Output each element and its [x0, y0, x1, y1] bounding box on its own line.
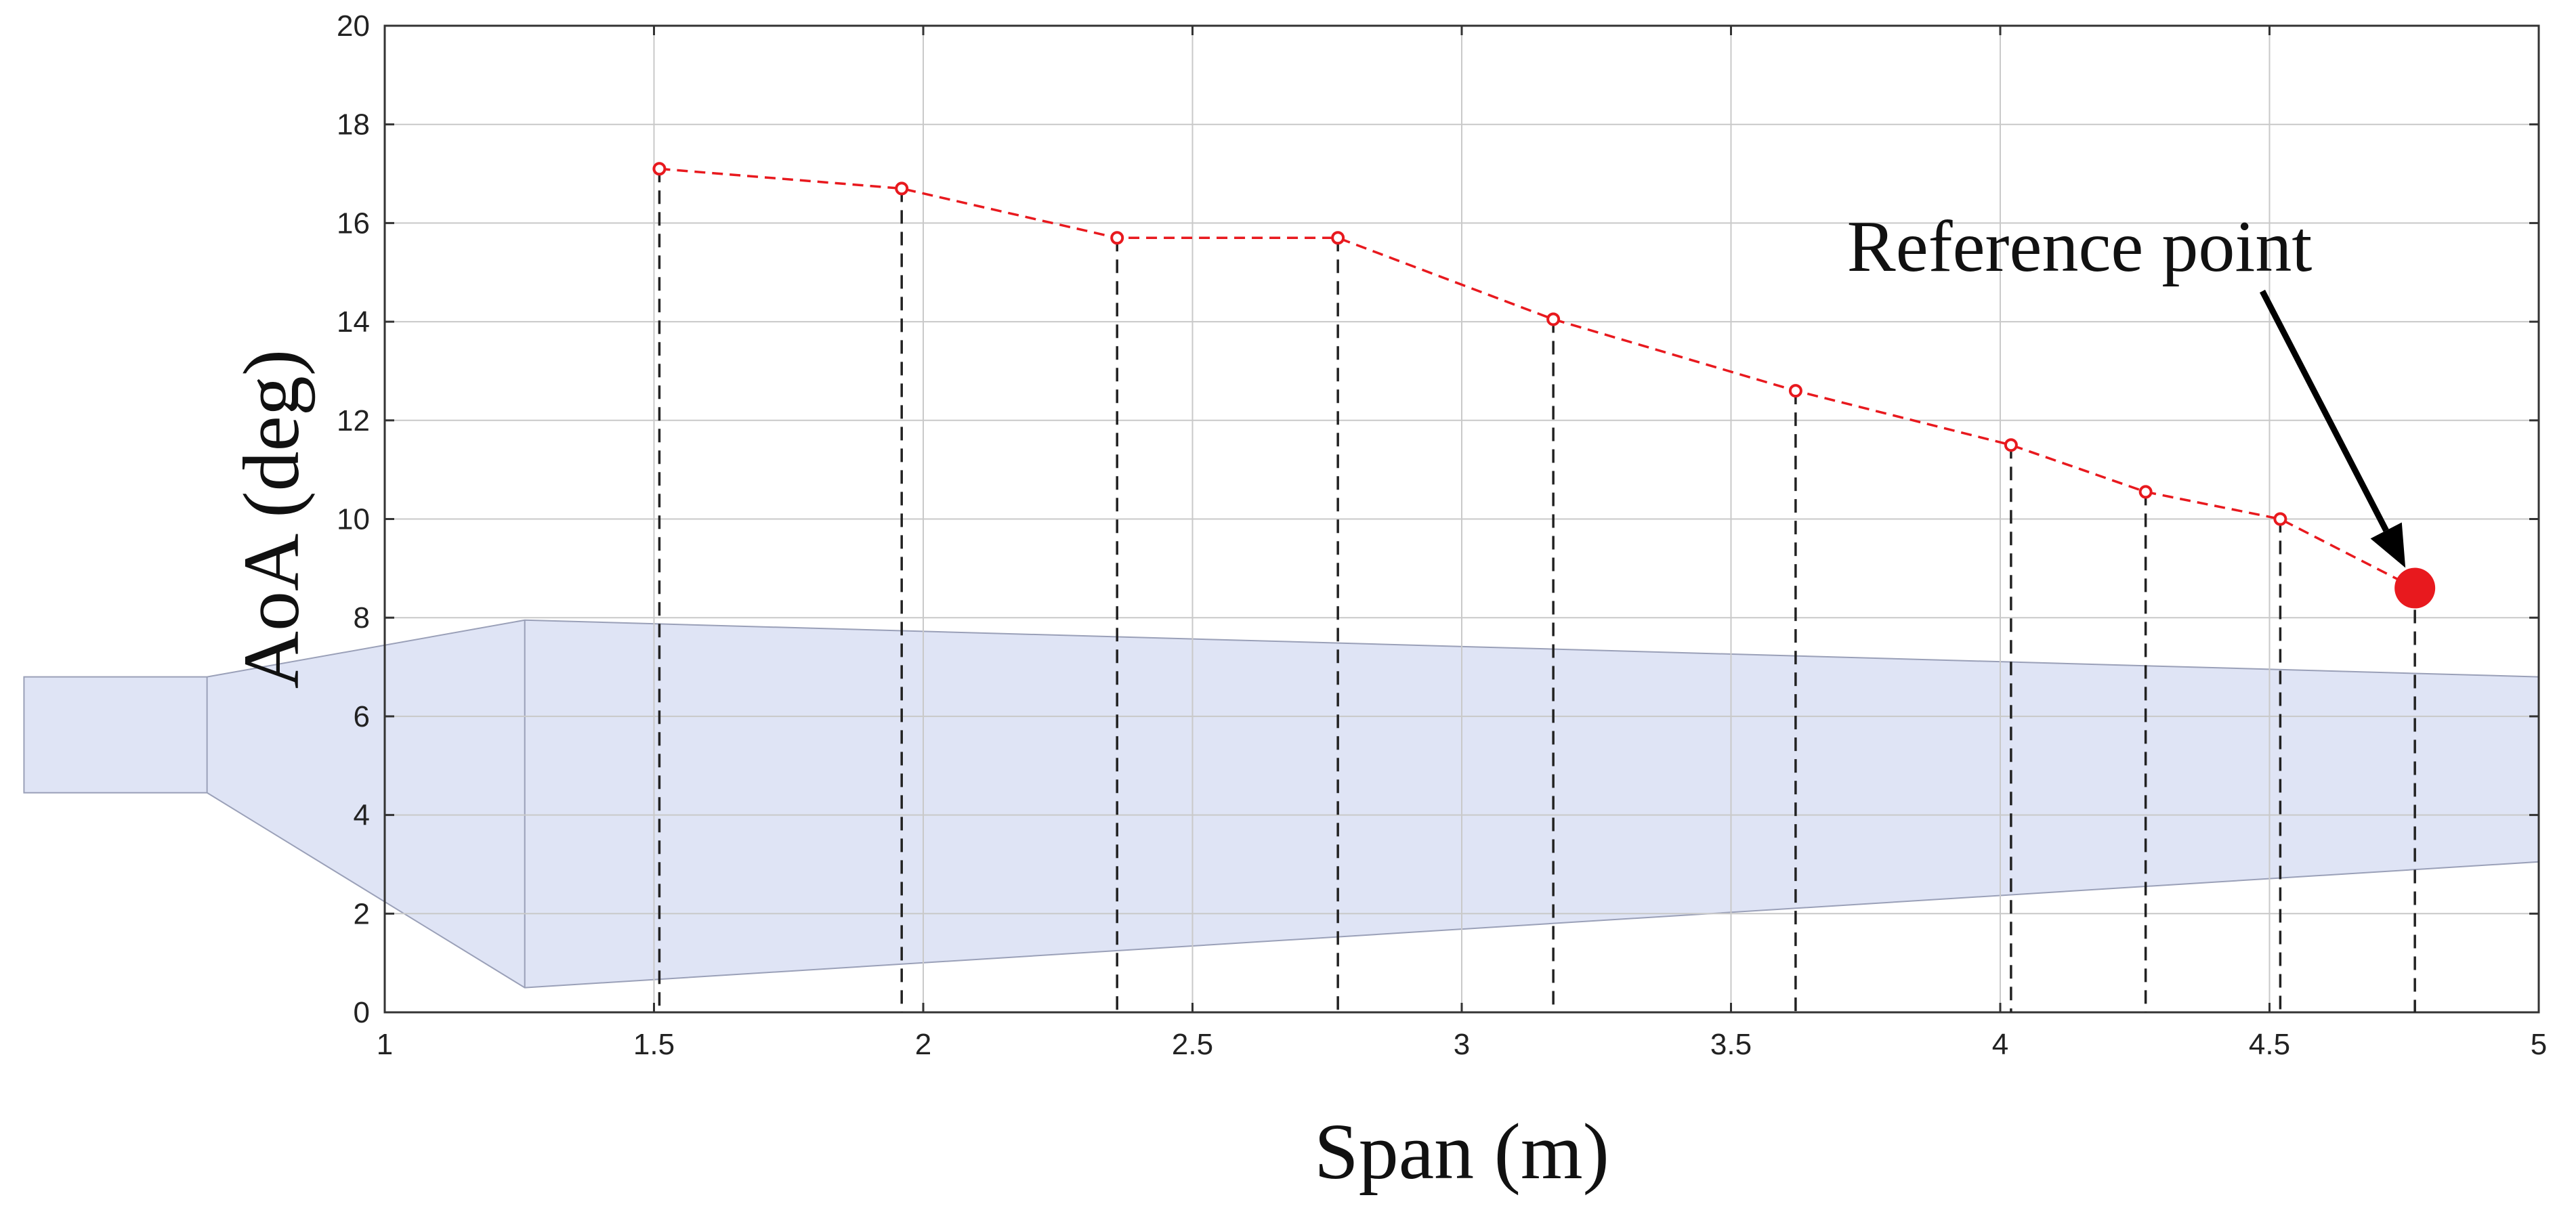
data-point	[1788, 384, 1802, 398]
axis-ticks: 1 1.5 2 2.5 3 3.5 4 4.5 5 0 2 4 6 8 10 12 14 16 18 20	[337, 9, 2547, 1061]
data-point	[1110, 231, 1124, 245]
x-axis-title: Span (m)	[1314, 1107, 1609, 1196]
y-tick-label: 14	[337, 305, 370, 339]
x-tick-label: 5	[2531, 1028, 2547, 1061]
y-axis-title: AoA (deg)	[227, 349, 316, 689]
x-tick-label: 2.5	[1172, 1028, 1213, 1061]
data-point	[895, 181, 909, 196]
y-tick-label: 20	[337, 9, 370, 43]
blade-outline	[23, 619, 2539, 989]
y-tick-label: 0	[354, 996, 370, 1029]
y-tick-label: 12	[337, 404, 370, 437]
y-tick-label: 10	[337, 503, 370, 536]
x-tick-label: 1	[377, 1028, 393, 1061]
data-point	[2138, 485, 2153, 499]
y-tick-label: 8	[354, 601, 370, 634]
y-tick-label: 6	[354, 700, 370, 733]
data-point	[2004, 438, 2018, 452]
y-tick-label: 4	[354, 799, 370, 832]
x-tick-label: 3.5	[1710, 1028, 1752, 1061]
annotations: Reference point	[1847, 207, 2406, 568]
reference-point	[2394, 567, 2436, 609]
y-tick-label: 2	[354, 897, 370, 930]
y-tick-label: 18	[337, 108, 370, 142]
data-point	[1546, 312, 1561, 326]
reference-point-label: Reference point	[1847, 207, 2313, 287]
data-point	[1331, 231, 1345, 245]
drop-lines	[658, 169, 2416, 1012]
y-tick-label: 16	[337, 207, 370, 240]
reference-arrow-head	[2370, 522, 2406, 568]
x-tick-label: 3	[1454, 1028, 1470, 1061]
x-tick-label: 1.5	[633, 1028, 675, 1061]
data-point	[2273, 512, 2287, 526]
series-line	[659, 167, 2415, 590]
blade-shape	[23, 619, 2539, 989]
series	[652, 162, 2436, 609]
data-point	[652, 162, 667, 176]
x-tick-label: 4	[1992, 1028, 2008, 1061]
x-tick-label: 4.5	[2249, 1028, 2290, 1061]
reference-arrow-shaft	[2260, 289, 2389, 532]
x-tick-label: 2	[915, 1028, 931, 1061]
